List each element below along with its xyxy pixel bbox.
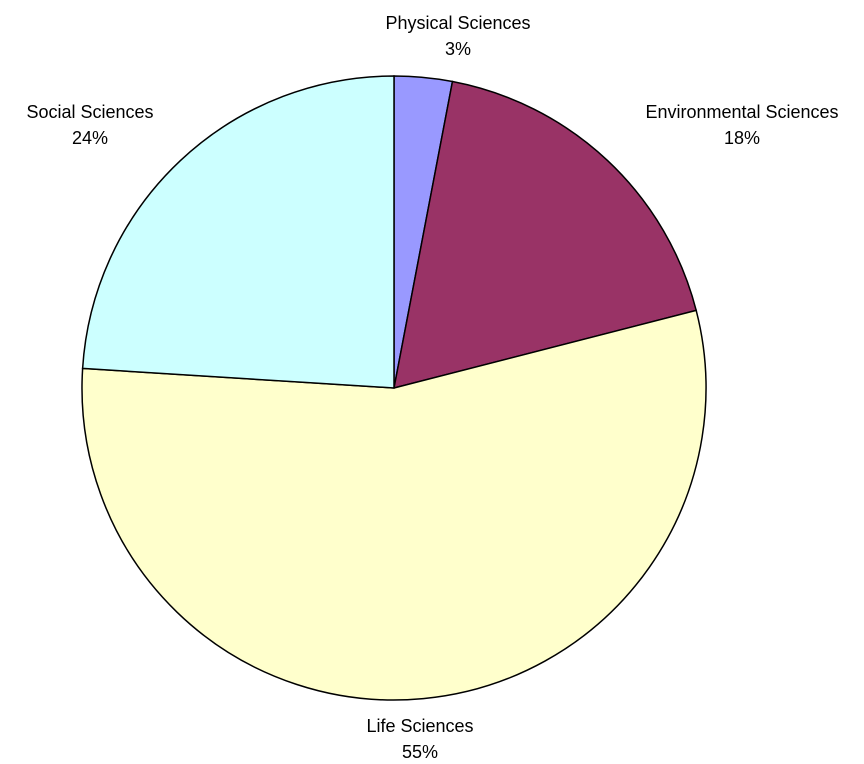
pie-slice-environmental-sciences xyxy=(393,80,698,390)
slice-value-label: 18% xyxy=(724,128,760,148)
pie-labels: Physical Sciences 3% Environmental Science… xyxy=(26,13,838,762)
slice-label: Life Sciences xyxy=(366,716,473,736)
pie-slice-social-sciences xyxy=(81,75,395,389)
slice-label: Environmental Sciences xyxy=(645,102,838,122)
slice-label: Social Sciences xyxy=(26,102,153,122)
slice-value-label: 3% xyxy=(445,39,471,59)
pie-slice-life-sciences xyxy=(81,309,707,701)
pie-slices xyxy=(81,75,707,701)
slice-label: Physical Sciences xyxy=(385,13,530,33)
slice-value-label: 55% xyxy=(402,742,438,762)
slice-value-label: 24% xyxy=(72,128,108,148)
